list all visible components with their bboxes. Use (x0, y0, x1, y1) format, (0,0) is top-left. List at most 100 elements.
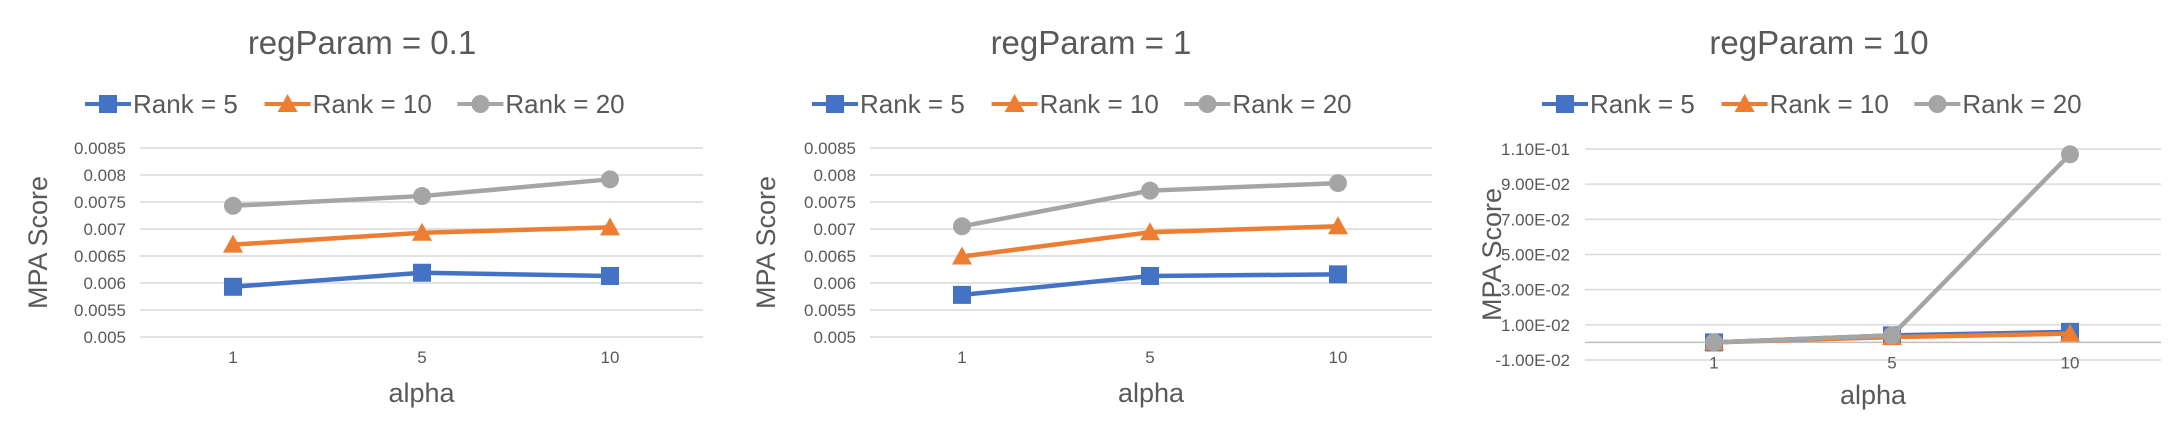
x-tick-label: 5 (1887, 353, 1896, 372)
x-axis-title: alpha (388, 378, 455, 408)
legend-item-3: Rank = 20 (457, 89, 625, 119)
data-point (953, 285, 971, 304)
y-tick-label: 0.0065 (74, 247, 126, 266)
y-tick-label: 3.00E-02 (1501, 281, 1570, 300)
x-tick-label: 1 (228, 348, 237, 367)
x-axis-title: alpha (1840, 380, 1907, 410)
y-axis-title: MPA Score (23, 176, 53, 309)
data-point (952, 246, 972, 265)
legend-label: Rank = 5 (860, 89, 965, 119)
series-1 (224, 263, 619, 296)
data-point (413, 263, 431, 282)
x-tick-label: 10 (601, 348, 620, 367)
chart-title: regParam = 0.1 (248, 24, 476, 61)
legend-label: Rank = 5 (1590, 89, 1695, 119)
chart-title: regParam = 10 (1709, 24, 1928, 61)
data-point (1329, 174, 1347, 193)
legend-item-3: Rank = 20 (1184, 89, 1352, 119)
data-point (413, 187, 431, 206)
data-point (601, 170, 619, 189)
y-tick-label: 0.006 (813, 274, 856, 293)
data-point (1883, 326, 1901, 345)
data-point (223, 234, 243, 253)
x-tick-label: 5 (1145, 348, 1154, 367)
data-point (224, 277, 242, 296)
y-tick-label: -1.00E-02 (1495, 351, 1570, 370)
data-point (600, 217, 620, 236)
legend-marker (277, 94, 298, 112)
series-line (1713, 152, 2072, 345)
legend-label: Rank = 20 (1962, 89, 2081, 119)
legend-item-3: Rank = 20 (1914, 89, 2082, 119)
y-tick-label: 0.008 (83, 166, 126, 185)
y-tick-label: 7.00E-02 (1501, 210, 1570, 229)
y-tick-label: 0.0085 (804, 139, 856, 158)
legend-item-1: Rank = 5 (812, 89, 965, 119)
y-tick-label: 0.005 (813, 328, 856, 347)
series-2 (952, 216, 1348, 265)
y-tick-label: 0.0055 (804, 301, 856, 320)
y-tick-label: 9.00E-02 (1501, 175, 1570, 194)
legend-item-2: Rank = 10 (991, 89, 1159, 119)
legend-label: Rank = 10 (313, 89, 432, 119)
legend-marker (826, 95, 844, 113)
x-tick-label: 1 (1709, 353, 1718, 372)
y-axis-title: MPA Score (751, 176, 781, 309)
legend-label: Rank = 20 (505, 89, 624, 119)
legend-marker (471, 95, 490, 113)
y-tick-label: 0.007 (83, 220, 126, 239)
y-tick-label: 5.00E-02 (1501, 246, 1570, 265)
series-3 (224, 170, 619, 215)
data-point (1141, 181, 1159, 200)
series-1 (953, 265, 1347, 304)
x-tick-label: 1 (957, 348, 966, 367)
x-tick-label: 10 (1329, 348, 1348, 367)
data-point (412, 222, 432, 241)
y-tick-label: 0.007 (813, 220, 856, 239)
legend-marker (1556, 95, 1574, 113)
y-tick-label: 1.10E-01 (1501, 140, 1570, 159)
data-point (953, 217, 971, 236)
y-tick-label: 0.0075 (804, 193, 856, 212)
y-tick-label: 0.0065 (804, 247, 856, 266)
chart-legend: Rank = 5 Rank = 10 Rank = 20 (1542, 89, 2082, 119)
legend-marker (1734, 94, 1755, 112)
legend-item-2: Rank = 10 (264, 89, 432, 119)
data-point (2060, 323, 2080, 342)
legend-item-1: Rank = 5 (85, 89, 238, 119)
legend-marker (99, 95, 117, 113)
series-3 (1705, 145, 2079, 352)
data-point (1328, 216, 1348, 235)
chart-panel-1: regParam = 0.1 Rank = 5 Rank = 10 Rank = 20… (23, 24, 703, 408)
data-point (1329, 265, 1347, 284)
chart-legend: Rank = 5 Rank = 10 Rank = 20 (812, 89, 1352, 119)
data-point (601, 266, 619, 285)
x-tick-label: 10 (2061, 353, 2080, 372)
chart-legend: Rank = 5 Rank = 10 Rank = 20 (85, 89, 625, 119)
chart-panel-3: regParam = 10 Rank = 5 Rank = 10 Rank = 20 -… (1477, 24, 2161, 410)
data-point (2061, 145, 2079, 164)
y-axis-title: MPA Score (1477, 188, 1507, 321)
data-point (1705, 333, 1723, 352)
series-2 (223, 217, 620, 253)
legend-marker (1004, 94, 1025, 112)
legend-marker (1928, 95, 1947, 113)
y-tick-label: 0.008 (813, 166, 856, 185)
data-point (224, 196, 242, 215)
legend-label: Rank = 5 (133, 89, 238, 119)
y-tick-label: 0.0055 (74, 301, 126, 320)
x-axis-title: alpha (1118, 378, 1185, 408)
y-tick-label: 0.005 (83, 328, 126, 347)
chart-panel-2: regParam = 1 Rank = 5 Rank = 10 Rank = 20 0.… (751, 24, 1432, 408)
legend-label: Rank = 10 (1040, 89, 1159, 119)
data-point (1140, 222, 1160, 241)
legend-item-2: Rank = 10 (1721, 89, 1889, 119)
x-tick-label: 5 (417, 348, 426, 367)
data-point (1141, 266, 1159, 285)
series-3 (953, 174, 1347, 236)
y-tick-label: 0.006 (83, 274, 126, 293)
legend-item-1: Rank = 5 (1542, 89, 1695, 119)
legend-label: Rank = 10 (1770, 89, 1889, 119)
y-tick-label: 0.0085 (74, 139, 126, 158)
